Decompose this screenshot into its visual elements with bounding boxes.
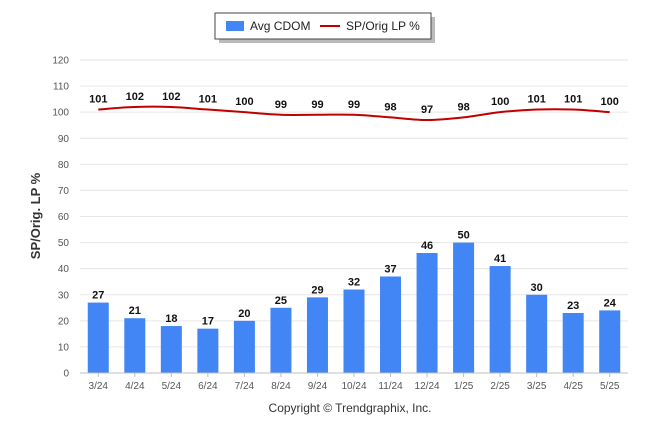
x-tick-label-11/24: 11/24 xyxy=(378,381,403,392)
bar-value-label-5/25: 24 xyxy=(604,297,617,309)
bar-1/25 xyxy=(453,242,475,373)
line-value-label-5/24: 102 xyxy=(162,91,180,103)
x-axis: 3/24 4/24 5/24 6/24 7/24 8/24 9/24 10/24 11/24 12… xyxy=(80,372,628,392)
x-tick-label-2/25: 2/25 xyxy=(490,381,510,392)
x-tick-label-3/25: 3/25 xyxy=(527,381,547,392)
line-value-label-10/24: 99 xyxy=(348,99,360,111)
x-tick-label-12/24: 12/24 xyxy=(415,381,440,392)
bar-value-label-4/24: 21 xyxy=(129,305,141,317)
data-labels: 27 21 18 17 20 25 29 32 37 46 50 41 30 23 24 101 102 102 1… xyxy=(89,91,619,328)
bar-8/24 xyxy=(270,307,292,373)
line-value-label-2/25: 100 xyxy=(491,96,509,108)
legend-label-avg-cdom: Avg CDOM xyxy=(250,19,310,33)
y-tick-label-10: 10 xyxy=(58,342,70,353)
y-tick-label-110: 110 xyxy=(53,82,69,93)
bar-value-label-3/25: 30 xyxy=(531,282,543,294)
bar-value-label-8/24: 25 xyxy=(275,295,287,307)
bar-value-label-4/25: 23 xyxy=(567,300,579,312)
bar-10/24 xyxy=(343,289,365,373)
line-value-label-3/24: 101 xyxy=(89,94,107,106)
line-value-label-3/25: 101 xyxy=(527,94,545,106)
x-tick-label-10/24: 10/24 xyxy=(341,381,366,392)
bar-4/25 xyxy=(562,313,584,373)
line-value-label-4/25: 101 xyxy=(564,94,582,106)
legend: Avg CDOM SP/Orig LP % xyxy=(214,12,435,43)
y-tick-label-80: 80 xyxy=(58,160,70,171)
bar-value-label-9/24: 29 xyxy=(311,284,323,296)
y-tick-label-0: 0 xyxy=(63,369,69,380)
bar-11/24 xyxy=(380,276,402,373)
bar-value-label-10/24: 32 xyxy=(348,277,360,289)
bar-value-label-5/24: 18 xyxy=(165,313,177,325)
x-tick-label-4/25: 4/25 xyxy=(563,381,583,392)
x-tick-label-8/24: 8/24 xyxy=(271,381,291,392)
y-tick-label-120: 120 xyxy=(52,56,69,67)
x-tick-label-3/24: 3/24 xyxy=(89,381,109,392)
y-tick-label-100: 100 xyxy=(52,108,69,119)
line-value-label-7/24: 100 xyxy=(235,96,253,108)
legend-swatch-avg-cdom xyxy=(226,21,244,31)
bar-5/24 xyxy=(160,326,182,373)
bar-value-label-7/24: 20 xyxy=(238,308,250,320)
x-tick-label-5/25: 5/25 xyxy=(600,381,620,392)
line-value-label-8/24: 99 xyxy=(275,99,287,111)
x-tick-label-6/24: 6/24 xyxy=(198,381,218,392)
bar-6/24 xyxy=(197,328,219,373)
bar-value-label-11/24: 37 xyxy=(384,263,396,275)
bar-12/24 xyxy=(416,253,438,373)
bar-value-label-3/24: 27 xyxy=(92,290,104,302)
bar-value-label-1/25: 50 xyxy=(457,230,469,242)
y-tick-label-90: 90 xyxy=(58,134,70,145)
y-tick-label-50: 50 xyxy=(58,238,70,249)
line-value-label-9/24: 99 xyxy=(311,99,323,111)
line-sp-orig-lp xyxy=(98,105,610,121)
bar-3/24 xyxy=(87,302,109,373)
bars xyxy=(87,242,621,373)
x-tick-label-5/24: 5/24 xyxy=(162,381,182,392)
bar-7/24 xyxy=(233,320,255,373)
y-tick-label-40: 40 xyxy=(58,264,70,275)
legend-label-sp-orig: SP/Orig LP % xyxy=(346,19,420,33)
bar-value-label-2/25: 41 xyxy=(494,253,506,265)
bar-value-label-12/24: 46 xyxy=(421,240,433,252)
bar-2/25 xyxy=(489,266,511,373)
x-tick-label-7/24: 7/24 xyxy=(235,381,255,392)
y-tick-label-30: 30 xyxy=(58,290,70,301)
line-value-label-4/24: 102 xyxy=(126,91,144,103)
y-tick-label-20: 20 xyxy=(58,316,70,327)
bar-value-label-6/24: 17 xyxy=(202,316,214,328)
x-tick-label-1/25: 1/25 xyxy=(454,381,474,392)
bar-3/25 xyxy=(526,294,548,373)
x-tick-label-9/24: 9/24 xyxy=(308,381,328,392)
line-value-label-6/24: 101 xyxy=(199,94,217,106)
y-axis-label: SP/Orig. LP % xyxy=(28,172,43,259)
y-tick-label-70: 70 xyxy=(58,186,70,197)
line-value-label-12/24: 97 xyxy=(421,104,433,116)
line-series xyxy=(98,105,610,121)
copyright-text: Copyright © Trendgraphix, Inc. xyxy=(269,401,432,415)
bar-4/24 xyxy=(124,318,146,373)
bar-9/24 xyxy=(306,297,328,373)
x-tick-label-4/24: 4/24 xyxy=(125,381,145,392)
bar-5/25 xyxy=(599,310,621,373)
line-value-label-1/25: 98 xyxy=(457,101,469,113)
line-value-label-5/25: 100 xyxy=(601,96,619,108)
line-value-label-11/24: 98 xyxy=(384,101,396,113)
y-tick-label-60: 60 xyxy=(58,212,70,223)
